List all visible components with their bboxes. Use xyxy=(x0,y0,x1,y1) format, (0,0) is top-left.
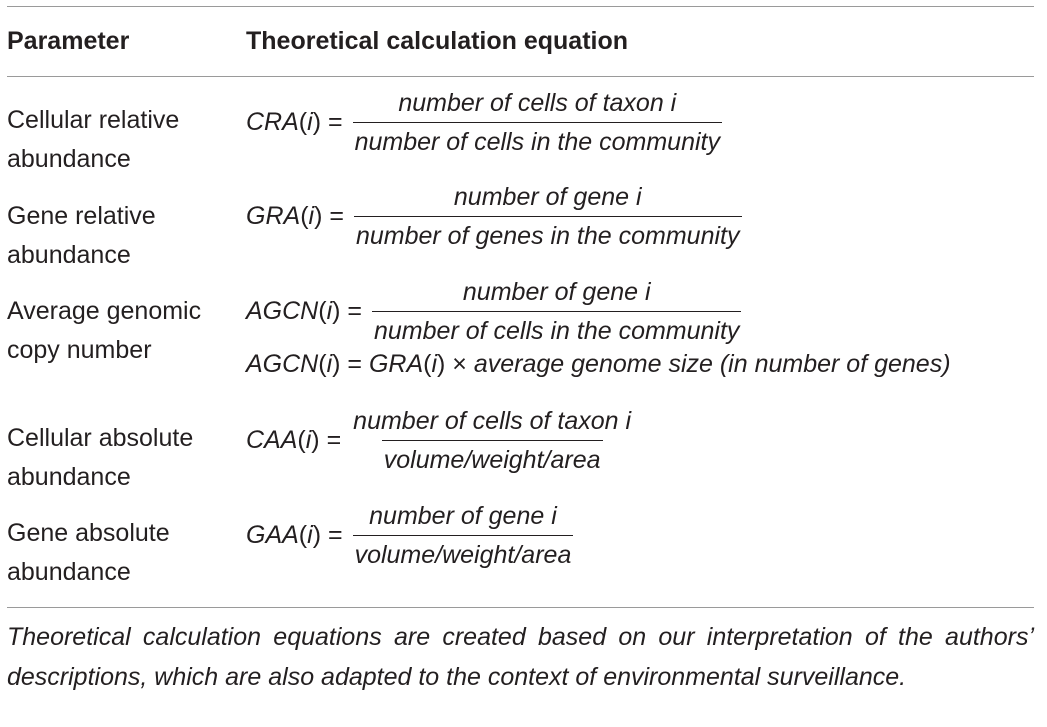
denominator: number of genes in the community xyxy=(353,216,742,253)
equation-lhs: AGCN(i) = xyxy=(246,297,362,325)
parameter-gene-relative-abundance: Gene relative abundance xyxy=(7,202,156,269)
equation-cra: CRA(i) = number of cells of taxon i numb… xyxy=(246,86,722,159)
fraction: number of gene i volume/weight/area xyxy=(352,499,574,572)
header-equation: Theoretical calculation equation xyxy=(246,27,629,55)
equation-gaa: GAA(i) = number of gene i volume/weight/… xyxy=(246,499,574,572)
equation-lhs: GRA(i) = xyxy=(246,202,344,230)
numerator: number of cells of taxon i xyxy=(353,407,632,435)
numerator: number of gene i xyxy=(369,502,557,530)
top-rule xyxy=(7,6,1034,7)
fraction: number of cells of taxon i volume/weight… xyxy=(351,404,633,477)
header-parameter: Parameter xyxy=(7,27,130,55)
parameter-cellular-relative-abundance: Cellular relative abundance xyxy=(7,106,180,173)
equation-agcn-alternative: AGCN(i) = GRA(i) × average genome size (… xyxy=(246,350,951,378)
equation-lhs: GAA(i) = xyxy=(246,521,343,549)
parameter-average-genomic-copy-number: Average genomic copy number xyxy=(7,297,202,364)
denominator: volume/weight/area xyxy=(381,440,603,477)
equation-gra: GRA(i) = number of gene i number of gene… xyxy=(246,180,742,253)
fraction: number of gene i number of cells in the … xyxy=(372,275,742,348)
bottom-rule xyxy=(7,607,1034,608)
numerator: number of gene i xyxy=(462,278,651,306)
equation-lhs: CAA(i) = xyxy=(246,426,342,454)
equation-agcn: AGCN(i) = number of gene i number of cel… xyxy=(246,275,742,348)
fraction: number of gene i number of genes in the … xyxy=(353,180,742,253)
parameter-gene-absolute-abundance: Gene absolute abundance xyxy=(7,519,170,586)
denominator: volume/weight/area xyxy=(352,535,574,572)
equation-caa: CAA(i) = number of cells of taxon i volu… xyxy=(246,404,633,477)
numerator: number of gene i xyxy=(453,183,642,211)
denominator: number of cells in the community xyxy=(372,311,742,348)
equation-lhs: CRA(i) = xyxy=(246,108,343,136)
table-footnote: Theoretical calculation equations are cr… xyxy=(7,623,1034,691)
header-rule xyxy=(7,76,1034,77)
numerator: number of cells of taxon i xyxy=(398,89,677,117)
fraction: number of cells of taxon i number of cel… xyxy=(352,86,722,159)
parameter-cellular-absolute-abundance: Cellular absolute abundance xyxy=(7,424,194,491)
denominator: number of cells in the community xyxy=(352,122,722,159)
